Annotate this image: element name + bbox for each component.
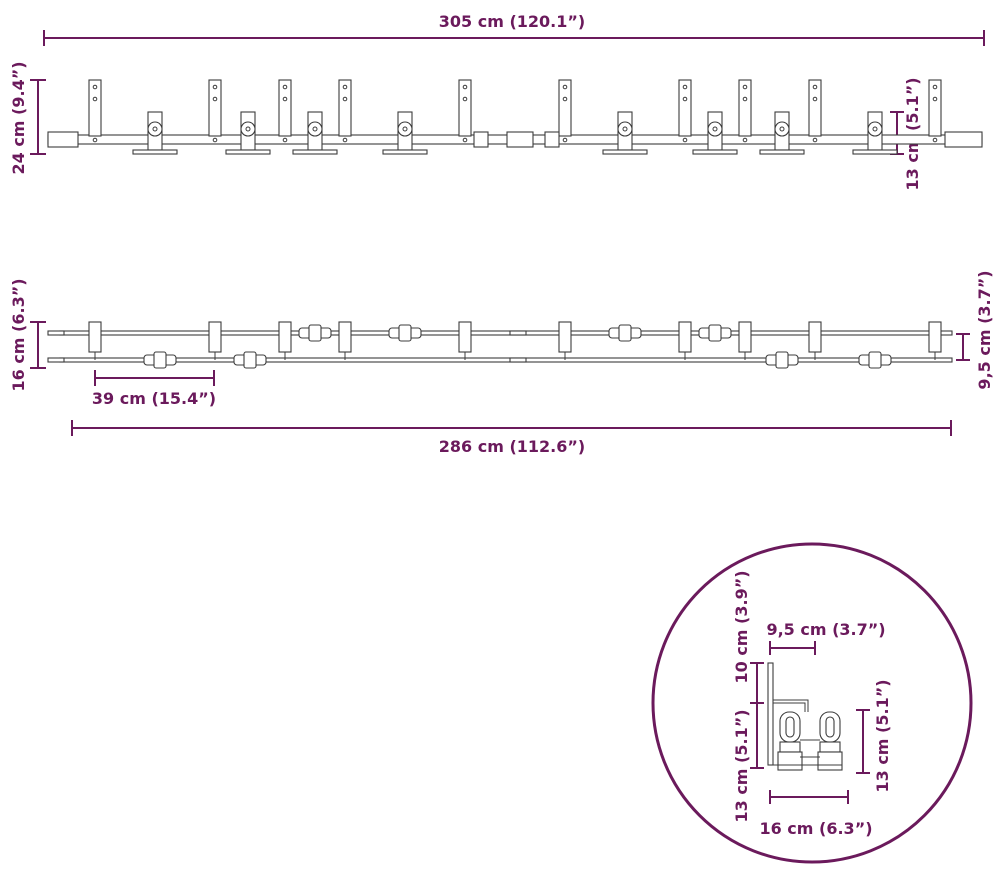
top-hanger-bracket [928, 321, 942, 360]
front-hanger-strap [88, 79, 102, 143]
front-roller-height-label: 13 cm (5.1”) [903, 77, 922, 190]
top-depth-label: 16 cm (6.3”) [9, 278, 28, 391]
front-roller [602, 111, 648, 155]
top-rail-end [509, 330, 527, 336]
front-rail-connector [506, 131, 534, 148]
front-roller [292, 111, 338, 155]
top-hanger-bracket [338, 321, 352, 360]
top-view: 16 cm (6.3”) 9,5 cm (3.7”) 39 cm (15.4”)… [9, 270, 994, 456]
front-hanger-strap [738, 79, 752, 143]
front-rail-connector [473, 131, 489, 148]
top-length-label: 286 cm (112.6”) [439, 437, 585, 456]
top-rail-lower [59, 357, 953, 363]
detail-offset-label: 9,5 cm (3.7”) [766, 620, 885, 639]
detail-right-height-label: 13 cm (5.1”) [873, 679, 892, 792]
front-roller [852, 111, 898, 155]
front-hanger-strap [208, 79, 222, 143]
front-hanger-strap [678, 79, 692, 143]
front-rail-connector [944, 131, 983, 148]
top-hanger-bracket [208, 321, 222, 360]
detail-bracket-label: 10 cm (3.9”) [732, 570, 751, 683]
front-view: 305 cm (120.1”) 24 cm (9.4”) 13 cm (5.1”… [9, 12, 985, 191]
front-rail-connector [544, 131, 560, 148]
top-roller [143, 351, 177, 369]
detail-width-label: 16 cm (6.3”) [759, 819, 872, 838]
top-hanger-bracket [808, 321, 822, 360]
top-roller [233, 351, 267, 369]
front-hanger-strap [558, 79, 572, 143]
detail-left-height-label: 13 cm (5.1”) [732, 709, 751, 822]
top-hanger-bracket [738, 321, 752, 360]
top-hanger-bracket [458, 321, 472, 360]
front-hanger-strap [808, 79, 822, 143]
front-roller [132, 111, 178, 155]
top-roller [858, 351, 892, 369]
detail-view: 9,5 cm (3.7”) 10 cm (3.9”) 13 cm (5.1”) … [651, 542, 973, 864]
top-spacing-label: 39 cm (15.4”) [92, 389, 216, 408]
front-roller [759, 111, 805, 155]
front-hanger-strap [458, 79, 472, 143]
top-rail-end [47, 357, 65, 363]
top-hanger-bracket [678, 321, 692, 360]
front-hanger-strap [278, 79, 292, 143]
front-roller [225, 111, 271, 155]
front-length-label: 305 cm (120.1”) [439, 12, 585, 31]
front-hanger-strap [338, 79, 352, 143]
front-roller [692, 111, 738, 155]
front-height-label: 24 cm (9.4”) [9, 61, 28, 174]
top-hanger-bracket [558, 321, 572, 360]
front-hanger-strap [928, 79, 942, 143]
top-roller [388, 324, 422, 342]
detail-hardware-drawing [767, 662, 843, 771]
top-rail-end [47, 330, 65, 336]
front-roller [382, 111, 428, 155]
top-hanger-bracket [88, 321, 102, 360]
detail-circle [651, 542, 973, 864]
top-roller [698, 324, 732, 342]
top-roller [298, 324, 332, 342]
top-hanger-bracket [278, 321, 292, 360]
top-roller [765, 351, 799, 369]
top-roller [608, 324, 642, 342]
top-offset-label: 9,5 cm (3.7”) [975, 270, 994, 389]
top-rail-end [509, 357, 527, 363]
front-rail-connector [47, 131, 79, 148]
